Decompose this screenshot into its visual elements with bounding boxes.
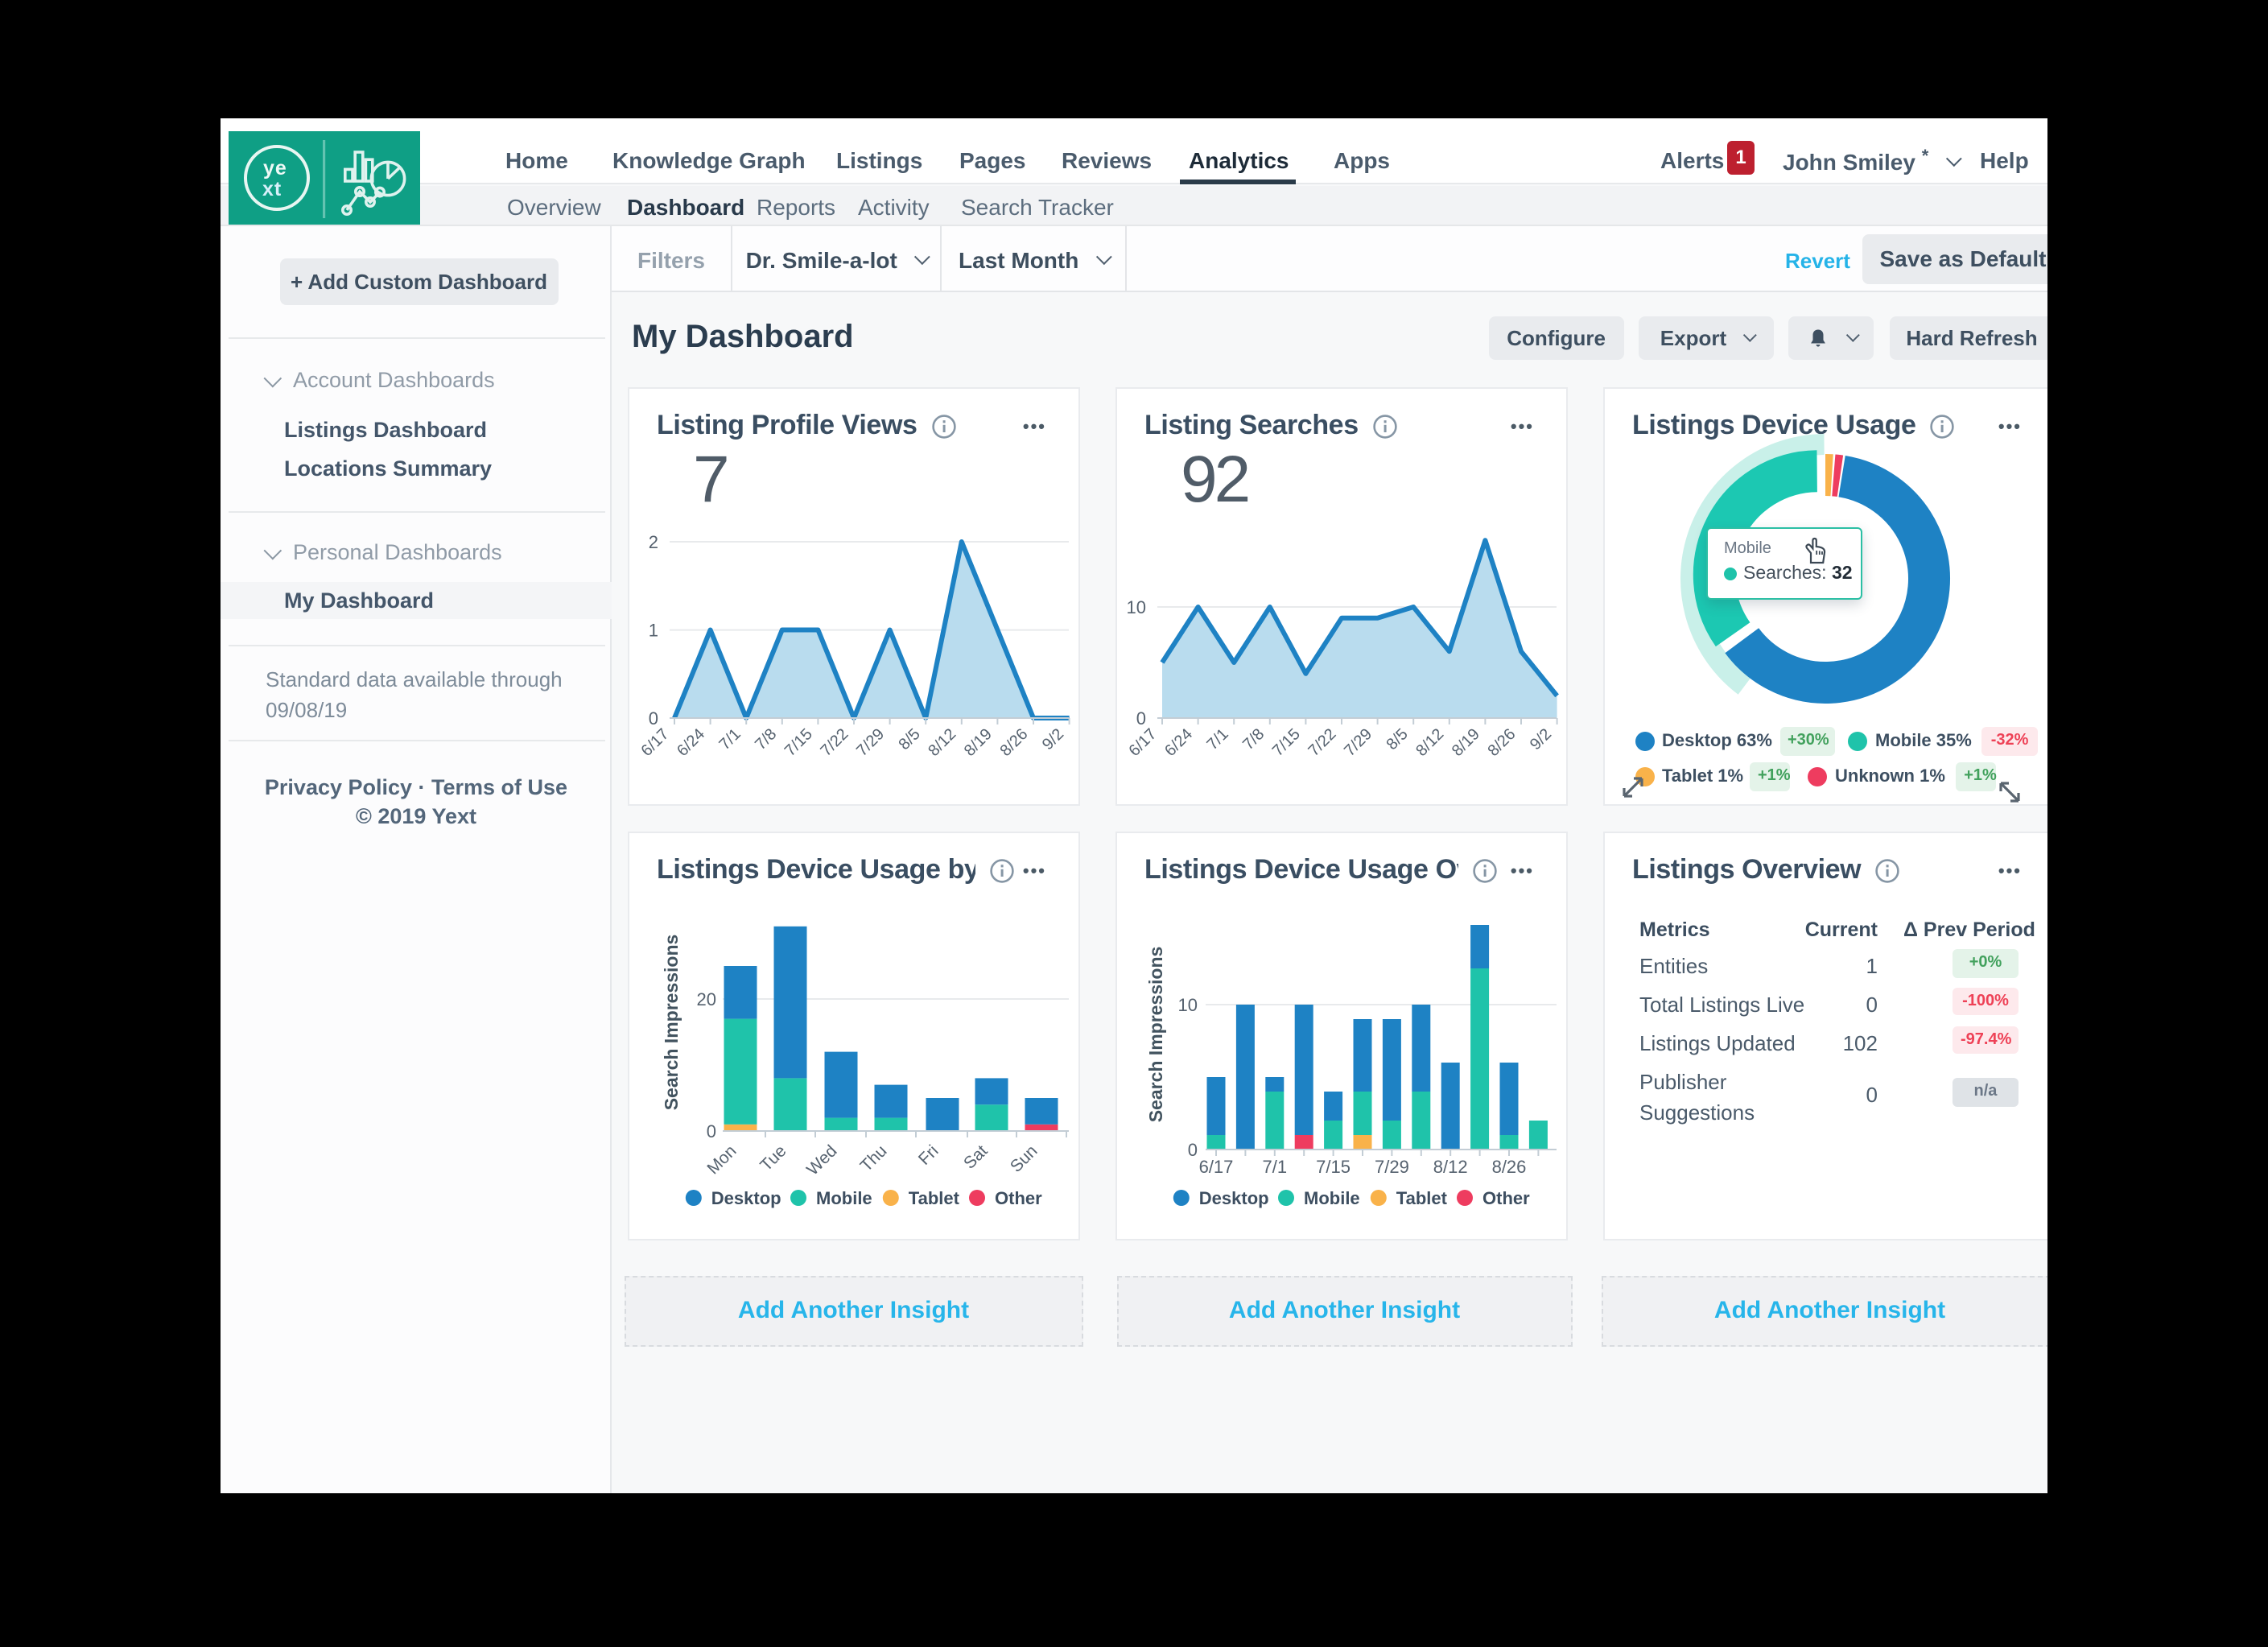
svg-text:Sun: Sun xyxy=(1006,1141,1041,1176)
svg-text:9/2: 9/2 xyxy=(1038,725,1066,753)
svg-text:xt: xt xyxy=(262,178,282,200)
svg-text:Search Impressions: Search Impressions xyxy=(1144,947,1165,1123)
svg-text:7/29: 7/29 xyxy=(1374,1157,1408,1177)
svg-text:8/19: 8/19 xyxy=(1448,725,1482,760)
svg-text:7/8: 7/8 xyxy=(751,725,779,753)
svg-text:6/17: 6/17 xyxy=(637,725,671,760)
svg-text:6/24: 6/24 xyxy=(673,725,707,760)
svg-text:8/5: 8/5 xyxy=(1383,725,1411,753)
svg-text:1: 1 xyxy=(648,621,658,641)
svg-text:7/29: 7/29 xyxy=(852,725,887,760)
svg-text:6/17: 6/17 xyxy=(1124,725,1159,760)
svg-text:Other: Other xyxy=(1482,1188,1529,1208)
svg-text:7/1: 7/1 xyxy=(1262,1157,1287,1177)
svg-text:7/15: 7/15 xyxy=(781,725,815,760)
svg-text:7/22: 7/22 xyxy=(1304,725,1338,760)
svg-text:Mobile: Mobile xyxy=(1303,1188,1359,1208)
svg-text:Thu: Thu xyxy=(856,1141,890,1175)
svg-text:8/12: 8/12 xyxy=(1412,725,1446,760)
svg-text:Mobile: Mobile xyxy=(815,1188,872,1208)
svg-text:8/26: 8/26 xyxy=(996,725,1030,760)
svg-text:0: 0 xyxy=(1136,708,1145,729)
svg-text:7/1: 7/1 xyxy=(715,725,744,753)
svg-text:8/26: 8/26 xyxy=(1483,725,1518,760)
svg-text:Tablet: Tablet xyxy=(908,1188,959,1208)
svg-text:2: 2 xyxy=(648,532,658,552)
svg-text:Tablet: Tablet xyxy=(1396,1188,1447,1208)
svg-text:8/26: 8/26 xyxy=(1491,1157,1526,1177)
svg-text:8/12: 8/12 xyxy=(924,725,959,760)
svg-text:6/24: 6/24 xyxy=(1161,725,1195,760)
svg-text:7/22: 7/22 xyxy=(816,725,851,760)
svg-text:0: 0 xyxy=(648,708,658,729)
svg-text:7/15: 7/15 xyxy=(1268,725,1303,760)
svg-text:ye: ye xyxy=(263,157,287,180)
svg-text:20: 20 xyxy=(696,989,715,1009)
svg-text:8/19: 8/19 xyxy=(960,725,995,760)
svg-text:Wed: Wed xyxy=(802,1141,840,1179)
svg-text:Desktop: Desktop xyxy=(711,1188,781,1208)
svg-text:Desktop: Desktop xyxy=(1198,1188,1268,1208)
svg-text:Search Impressions: Search Impressions xyxy=(660,935,681,1111)
svg-text:7/8: 7/8 xyxy=(1239,725,1267,753)
svg-text:0: 0 xyxy=(1187,1140,1197,1160)
svg-text:8/5: 8/5 xyxy=(895,725,923,753)
svg-text:10: 10 xyxy=(1177,995,1197,1015)
svg-text:Tue: Tue xyxy=(756,1141,789,1174)
svg-text:6/17: 6/17 xyxy=(1198,1157,1233,1177)
svg-text:10: 10 xyxy=(1126,597,1145,617)
svg-text:Fri: Fri xyxy=(914,1141,942,1169)
svg-text:Mon: Mon xyxy=(703,1141,739,1178)
svg-text:7/15: 7/15 xyxy=(1315,1157,1350,1177)
svg-text:Sat: Sat xyxy=(959,1141,991,1173)
svg-text:Other: Other xyxy=(994,1188,1041,1208)
svg-text:9/2: 9/2 xyxy=(1526,725,1554,753)
svg-text:7/1: 7/1 xyxy=(1203,725,1231,753)
svg-text:0: 0 xyxy=(706,1121,715,1141)
svg-text:8/12: 8/12 xyxy=(1433,1157,1467,1177)
svg-text:7/29: 7/29 xyxy=(1340,725,1375,760)
